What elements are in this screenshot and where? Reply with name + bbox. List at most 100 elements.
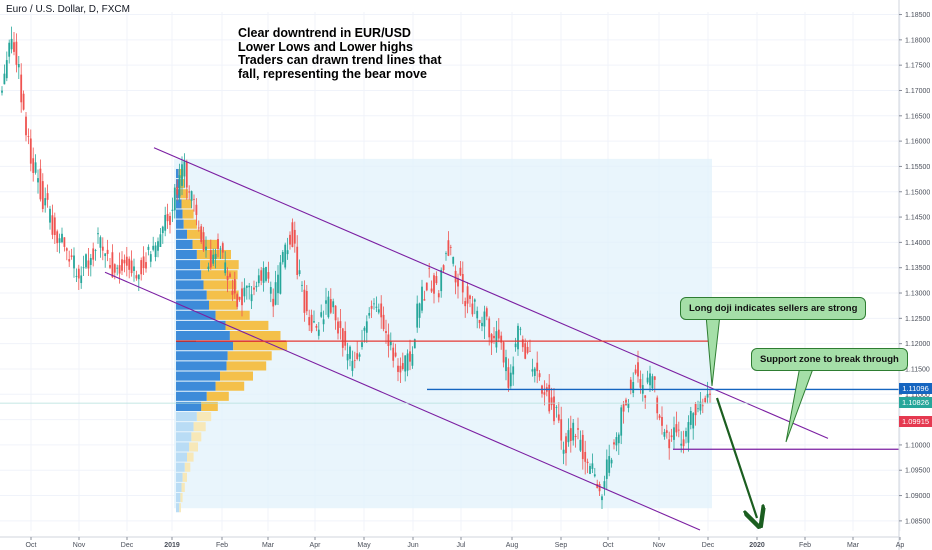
candle-body <box>246 286 248 288</box>
candle-body <box>227 276 229 280</box>
candle-body <box>678 430 680 431</box>
candle-body <box>515 344 517 348</box>
time-tick-label: Nov <box>73 542 86 549</box>
vp-bar-down <box>176 473 183 482</box>
candle-body <box>676 424 678 432</box>
candle-body <box>503 342 505 362</box>
candle-body <box>692 413 694 428</box>
candle-body <box>476 311 478 318</box>
candle-body <box>126 257 128 266</box>
candle-body <box>409 351 411 361</box>
candle-body <box>359 354 361 356</box>
candle-body <box>169 216 171 225</box>
candle-body <box>464 301 466 306</box>
candle-body <box>174 188 176 211</box>
candle-body <box>354 360 356 361</box>
candle-body <box>140 260 142 274</box>
candle-body <box>157 241 159 250</box>
vp-bar-up <box>200 260 239 269</box>
price-tick-label: 1.14000 <box>905 240 930 247</box>
price-tick-label: 1.12000 <box>905 341 930 348</box>
candle-body <box>116 268 118 269</box>
candle-body <box>426 283 428 291</box>
vp-bar-up <box>228 351 272 360</box>
candle-body <box>572 423 574 441</box>
candle-body <box>76 276 78 277</box>
vp-bar-up <box>184 220 197 229</box>
candle-body <box>433 275 435 293</box>
candle-body <box>64 237 66 247</box>
candle-body <box>378 309 380 312</box>
candle-body <box>445 253 447 254</box>
time-tick-label: Nov <box>653 542 666 549</box>
candle-body <box>469 296 471 299</box>
vp-bar-down <box>176 169 179 178</box>
candle-body <box>73 255 75 268</box>
vp-bar-up <box>183 209 194 218</box>
candle-body <box>11 39 13 49</box>
candle-body <box>371 306 373 309</box>
candle-body <box>647 378 649 383</box>
candle-body <box>85 254 87 267</box>
candle-body <box>263 268 265 283</box>
candle-body <box>205 247 207 251</box>
price-tick-label: 1.17000 <box>905 88 930 95</box>
callout-doji[interactable]: Long doji indicates sellers are strong <box>680 297 866 320</box>
time-tick-label: Mar <box>847 542 860 549</box>
candle-body <box>440 270 442 291</box>
candle-body <box>294 230 296 244</box>
candle-body <box>668 439 670 448</box>
candle-body <box>54 217 56 235</box>
candle-body <box>443 265 445 270</box>
candle-body <box>589 466 591 474</box>
arrows <box>706 315 814 518</box>
candle-body <box>176 187 178 195</box>
vp-bar-down <box>176 240 193 249</box>
candle-body <box>337 321 339 333</box>
candle-body <box>258 275 260 283</box>
candle-body <box>100 237 102 248</box>
candle-body <box>162 227 164 233</box>
candle-body <box>654 377 656 380</box>
candle-body <box>234 279 236 293</box>
vp-bar-down <box>176 199 182 208</box>
candle-body <box>661 417 663 426</box>
candle-body <box>493 336 495 338</box>
vp-bar-down <box>176 351 228 360</box>
candle-body <box>656 398 658 414</box>
vp-bar-up <box>194 422 206 431</box>
candle-body <box>484 312 486 327</box>
candle-body <box>709 394 711 395</box>
candle-body <box>220 249 222 250</box>
candle-body <box>620 407 622 435</box>
candle-body <box>400 366 402 373</box>
annotation-line: Clear downtrend in EUR/USD <box>238 27 442 41</box>
vp-bar-down <box>176 361 227 370</box>
candle-body <box>232 291 234 295</box>
candle-body <box>150 254 152 262</box>
candle-body <box>392 348 394 361</box>
candle-body <box>340 321 342 328</box>
candle-body <box>268 272 270 279</box>
candle-body <box>625 400 627 406</box>
price-tag-red: 1.09915 <box>899 416 932 427</box>
candle-body <box>380 304 382 318</box>
time-tick-label: Oct <box>603 542 614 549</box>
candle-body <box>25 117 27 136</box>
candle-body <box>563 450 565 454</box>
vp-bar-down <box>176 503 179 512</box>
price-tick-label: 1.15500 <box>905 164 930 171</box>
candle-body <box>167 214 169 221</box>
price-tick-label: 1.18500 <box>905 12 930 19</box>
time-tick-label: 2019 <box>164 542 180 549</box>
candle-body <box>364 328 366 331</box>
candle-body <box>352 361 354 371</box>
candle-body <box>680 444 682 446</box>
candle-body <box>592 463 594 469</box>
candle-body <box>200 226 202 242</box>
vp-bar-up <box>216 311 250 320</box>
callout-support[interactable]: Support zone to break through <box>751 348 908 371</box>
candle-body <box>666 430 668 433</box>
candle-body <box>212 255 214 264</box>
